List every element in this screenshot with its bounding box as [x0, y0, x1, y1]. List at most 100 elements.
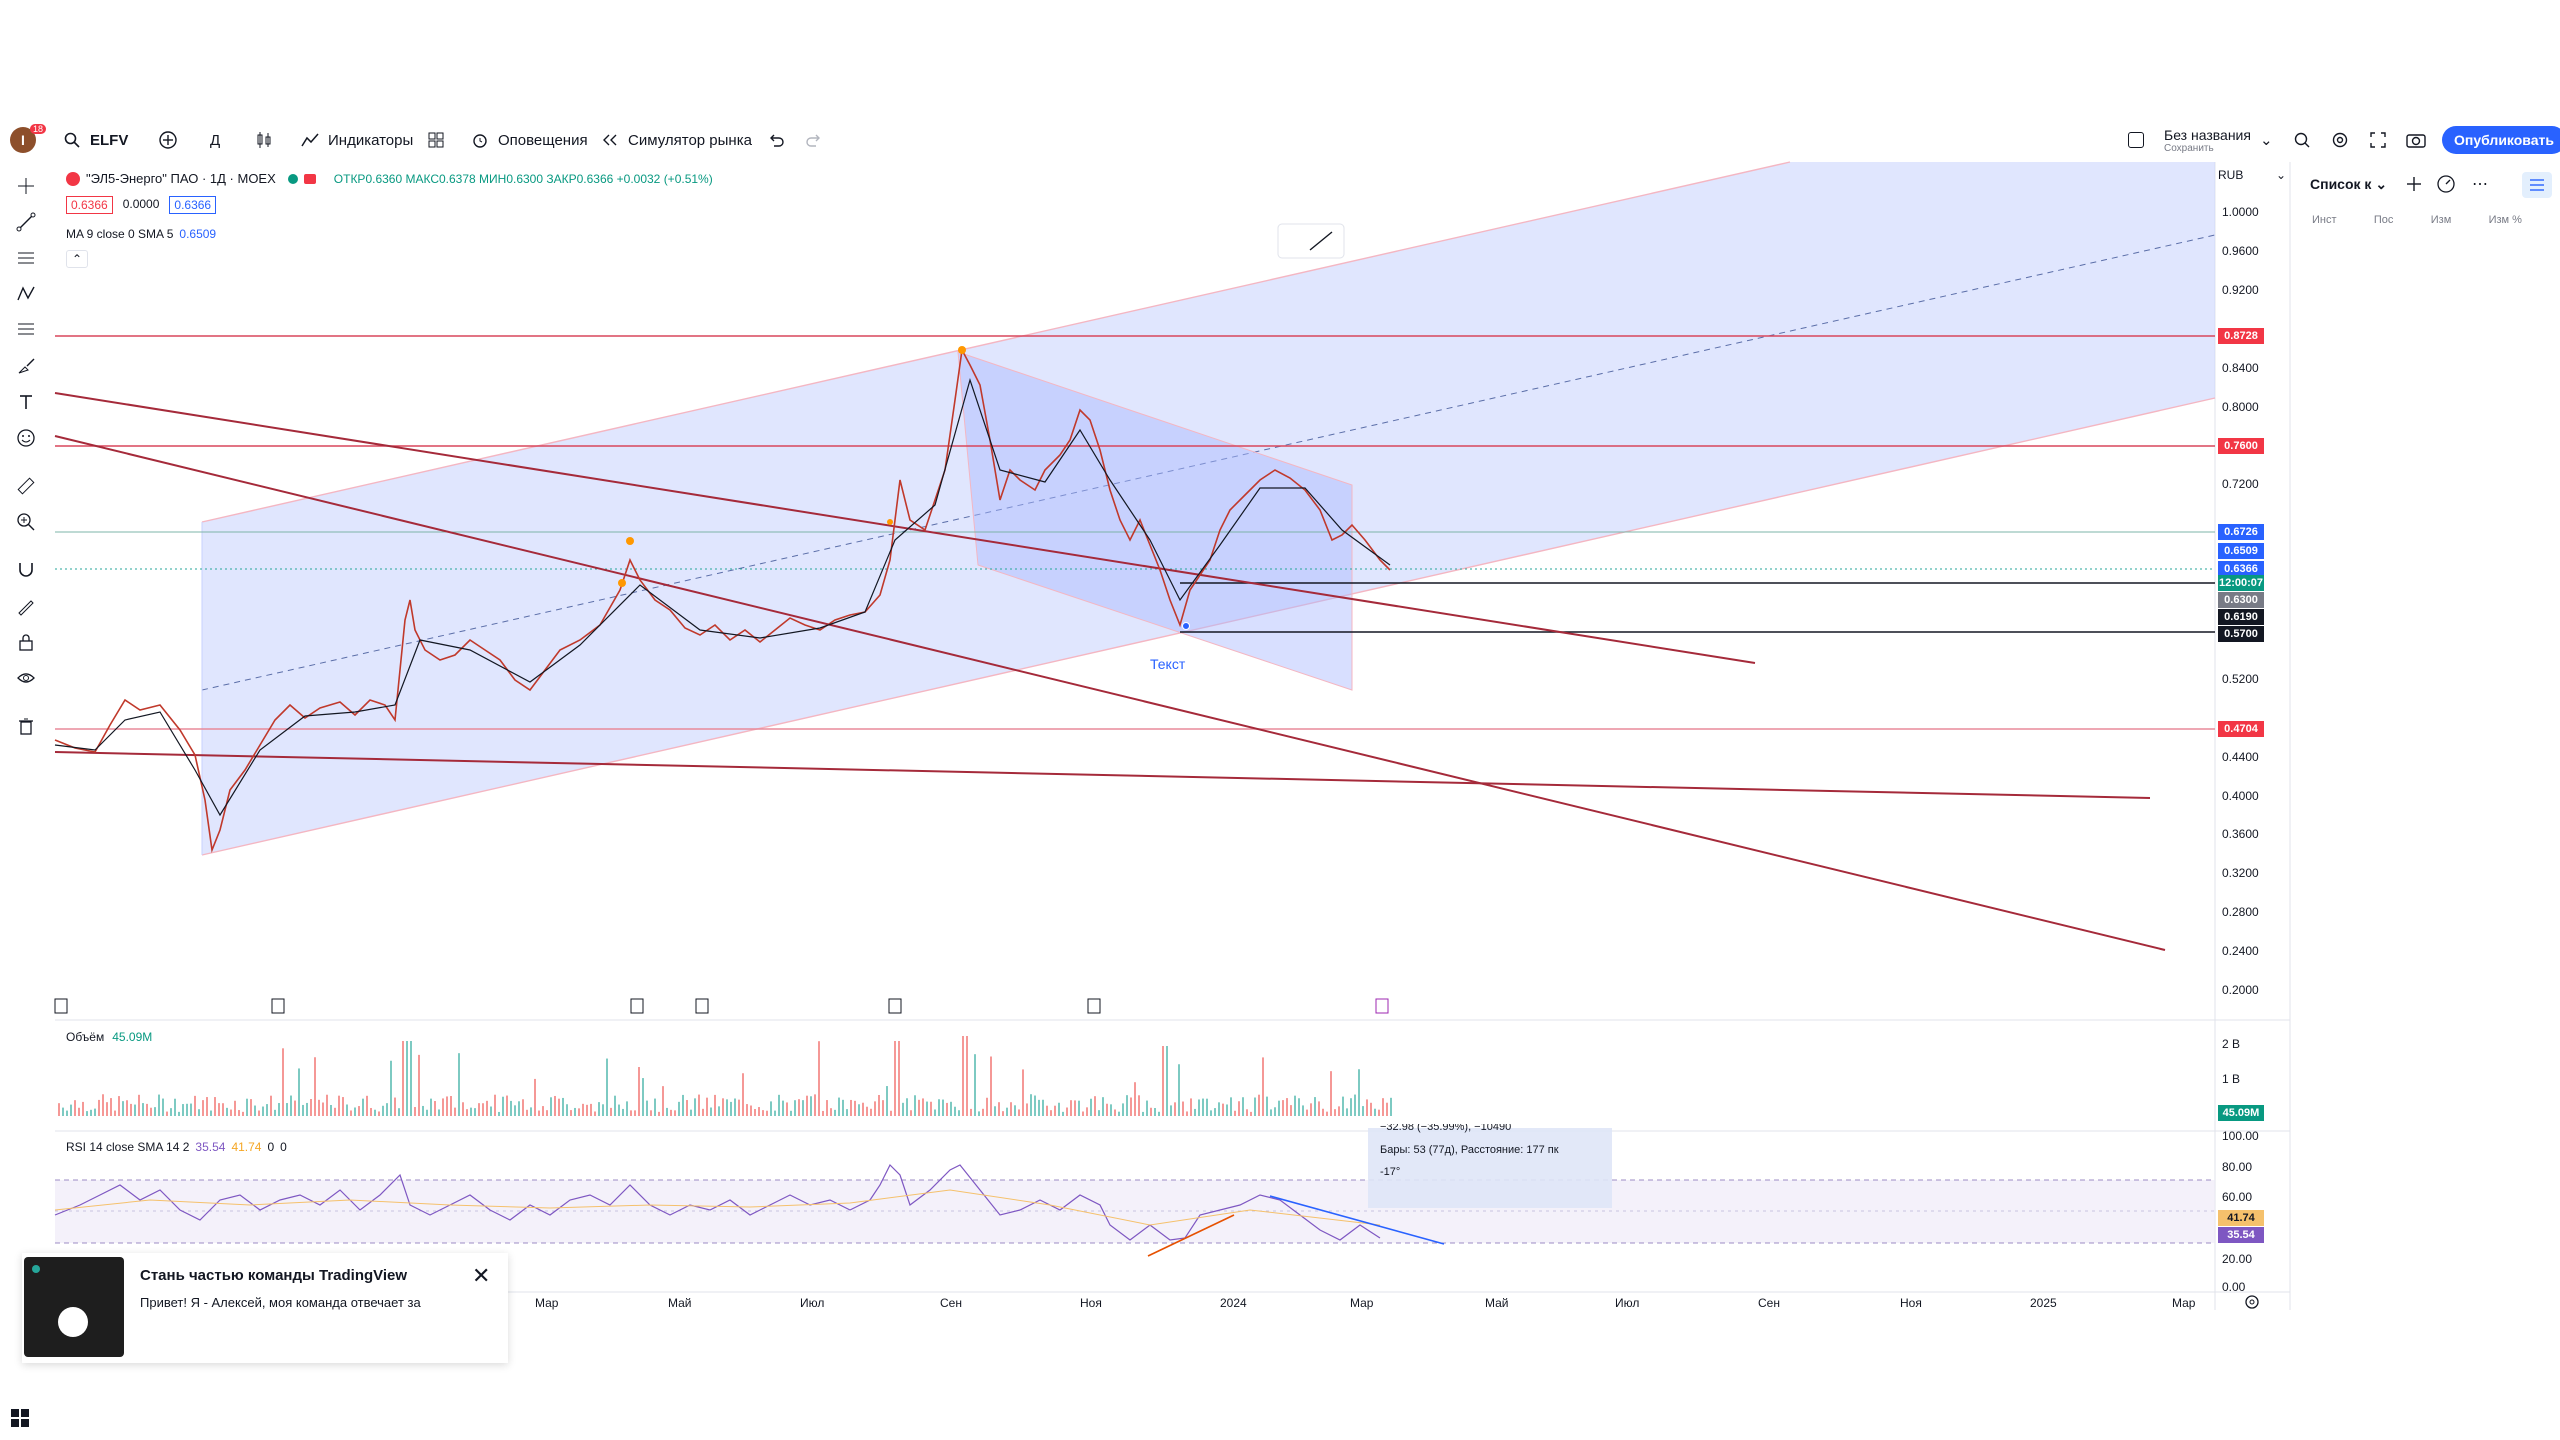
- symbol-search[interactable]: ELFV: [60, 122, 128, 158]
- volume-bar: [802, 1100, 804, 1116]
- time-axis-tick: Июл: [1615, 1296, 1640, 1310]
- volume-bar: [406, 1041, 408, 1116]
- zoom-in-icon[interactable]: [12, 508, 40, 536]
- volume-bar: [382, 1105, 384, 1116]
- volume-bar: [774, 1110, 776, 1116]
- settings-button[interactable]: [2328, 122, 2352, 158]
- timeframe-settings-button[interactable]: [2244, 1294, 2260, 1315]
- ma-legend[interactable]: MA 9 close 0 SMA 5 0.6509: [66, 227, 216, 241]
- eye-icon[interactable]: [12, 664, 40, 692]
- volume-bar: [442, 1098, 444, 1116]
- time-axis-tick: Мар: [535, 1296, 559, 1310]
- collapse-legend-button[interactable]: ⌃: [66, 250, 88, 268]
- snapshot-button[interactable]: [2404, 122, 2428, 158]
- alerts-button[interactable]: Оповещения: [468, 122, 588, 158]
- trash-icon[interactable]: [12, 712, 40, 740]
- ohlc-values: ОТКР0.6360 МАКС0.6378 МИН0.6300 ЗАКР0.63…: [333, 171, 713, 186]
- ruler-icon[interactable]: [12, 472, 40, 500]
- volume-bar: [286, 1103, 288, 1116]
- time-axis-tick: Сен: [940, 1296, 962, 1310]
- time-axis-tick: Мар: [1350, 1296, 1374, 1310]
- fib-icon[interactable]: [12, 316, 40, 344]
- chart-type-button[interactable]: [252, 122, 276, 158]
- layouts-button[interactable]: [424, 122, 448, 158]
- currency-selector[interactable]: RUB ⌄: [2218, 168, 2286, 182]
- compare-button[interactable]: [156, 122, 180, 158]
- replay-button[interactable]: Симулятор рынка: [598, 122, 752, 158]
- pattern-icon[interactable]: [12, 280, 40, 308]
- price-axis-tick: 1.0000: [2222, 205, 2259, 219]
- user-avatar[interactable]: I 18: [10, 122, 47, 158]
- close-button[interactable]: ✕: [472, 1263, 490, 1289]
- volume-bar: [1210, 1110, 1212, 1116]
- volume-bar: [146, 1103, 148, 1116]
- volume-bar: [338, 1095, 340, 1116]
- column-header[interactable]: Инст: [2312, 214, 2337, 224]
- emoji-icon[interactable]: [12, 424, 40, 452]
- horizontal-lines-icon[interactable]: [12, 244, 40, 272]
- volume-bar: [302, 1104, 304, 1116]
- volume-bar: [938, 1099, 940, 1116]
- lock-icon[interactable]: [12, 628, 40, 656]
- line-tool-icon[interactable]: [1309, 231, 1333, 251]
- volume-bar: [690, 1109, 692, 1116]
- promo-notification[interactable]: Стань частью команды TradingView Привет!…: [22, 1253, 508, 1363]
- volume-bar: [898, 1041, 900, 1116]
- volume-bar: [794, 1100, 796, 1116]
- volume-bar: [234, 1100, 236, 1116]
- volume-bar: [86, 1111, 88, 1116]
- more-options-button[interactable]: ⋯: [2472, 174, 2488, 194]
- volume-bar: [182, 1104, 184, 1116]
- watchlist-toggle-button[interactable]: [2522, 172, 2552, 198]
- fullscreen-button[interactable]: [2366, 122, 2390, 158]
- trendline-icon[interactable]: [12, 208, 40, 236]
- volume-bar: [1362, 1106, 1364, 1116]
- watchlist-title[interactable]: Список к ⌄: [2310, 176, 2387, 193]
- volume-bar: [634, 1110, 636, 1116]
- interval-button[interactable]: Д: [210, 131, 221, 149]
- quick-search-button[interactable]: [2290, 122, 2314, 158]
- magnet-icon[interactable]: [12, 556, 40, 584]
- price-label: 0.8728: [2218, 328, 2264, 344]
- rsi-legend[interactable]: RSI 14 close SMA 14 2 35.54 41.74 0 0: [66, 1140, 287, 1154]
- undo-button[interactable]: [764, 122, 788, 158]
- column-header[interactable]: Изм %: [2488, 214, 2522, 224]
- floating-drawing-toolbar[interactable]: [1277, 223, 1345, 259]
- volume-bar: [746, 1104, 748, 1116]
- text-icon[interactable]: [12, 388, 40, 416]
- chart-text-annotation[interactable]: Текст: [1150, 656, 1186, 672]
- volume-axis-tick: 2 B: [2222, 1037, 2241, 1051]
- brush-icon[interactable]: [12, 352, 40, 380]
- volume-bar: [1250, 1111, 1252, 1116]
- crosshair-icon[interactable]: [12, 172, 40, 200]
- draw-mode-icon[interactable]: [12, 592, 40, 620]
- publish-button[interactable]: Опубликовать: [2442, 122, 2560, 158]
- volume-bar: [1390, 1097, 1392, 1116]
- volume-bar: [994, 1106, 996, 1116]
- add-symbol-button[interactable]: [2404, 174, 2424, 199]
- search-icon: [60, 128, 84, 152]
- volume-bar: [662, 1086, 664, 1116]
- volume-bar: [1174, 1102, 1176, 1116]
- layout-dropdown[interactable]: ⌄: [2260, 122, 2273, 158]
- layout-name[interactable]: Без названия Сохранить: [2164, 122, 2251, 158]
- column-header[interactable]: Изм: [2430, 214, 2452, 224]
- symbol-legend[interactable]: "ЭЛ5-Энерго" ПАО · 1Д · MOEX ОТКР0.6360 …: [66, 171, 713, 186]
- layout-checkbox[interactable]: [2128, 122, 2144, 158]
- volume-bar: [318, 1099, 320, 1116]
- volume-bar: [1330, 1071, 1332, 1116]
- price-axis-tick: 0.3200: [2222, 866, 2259, 881]
- volume-bar: [298, 1068, 300, 1116]
- volume-bar: [330, 1104, 332, 1116]
- redo-button[interactable]: [802, 122, 826, 158]
- volume-bar: [978, 1111, 980, 1116]
- advanced-view-button[interactable]: [2436, 174, 2456, 199]
- indicators-button[interactable]: Индикаторы: [298, 122, 413, 158]
- promo-title: Стань частью команды TradingView: [140, 1267, 408, 1284]
- volume-legend[interactable]: Объём 45.09M: [66, 1030, 152, 1044]
- column-header[interactable]: Пос: [2373, 214, 2394, 224]
- volume-bar: [710, 1107, 712, 1116]
- volume-bar: [1370, 1102, 1372, 1116]
- earnings-markers[interactable]: [54, 998, 1389, 1014]
